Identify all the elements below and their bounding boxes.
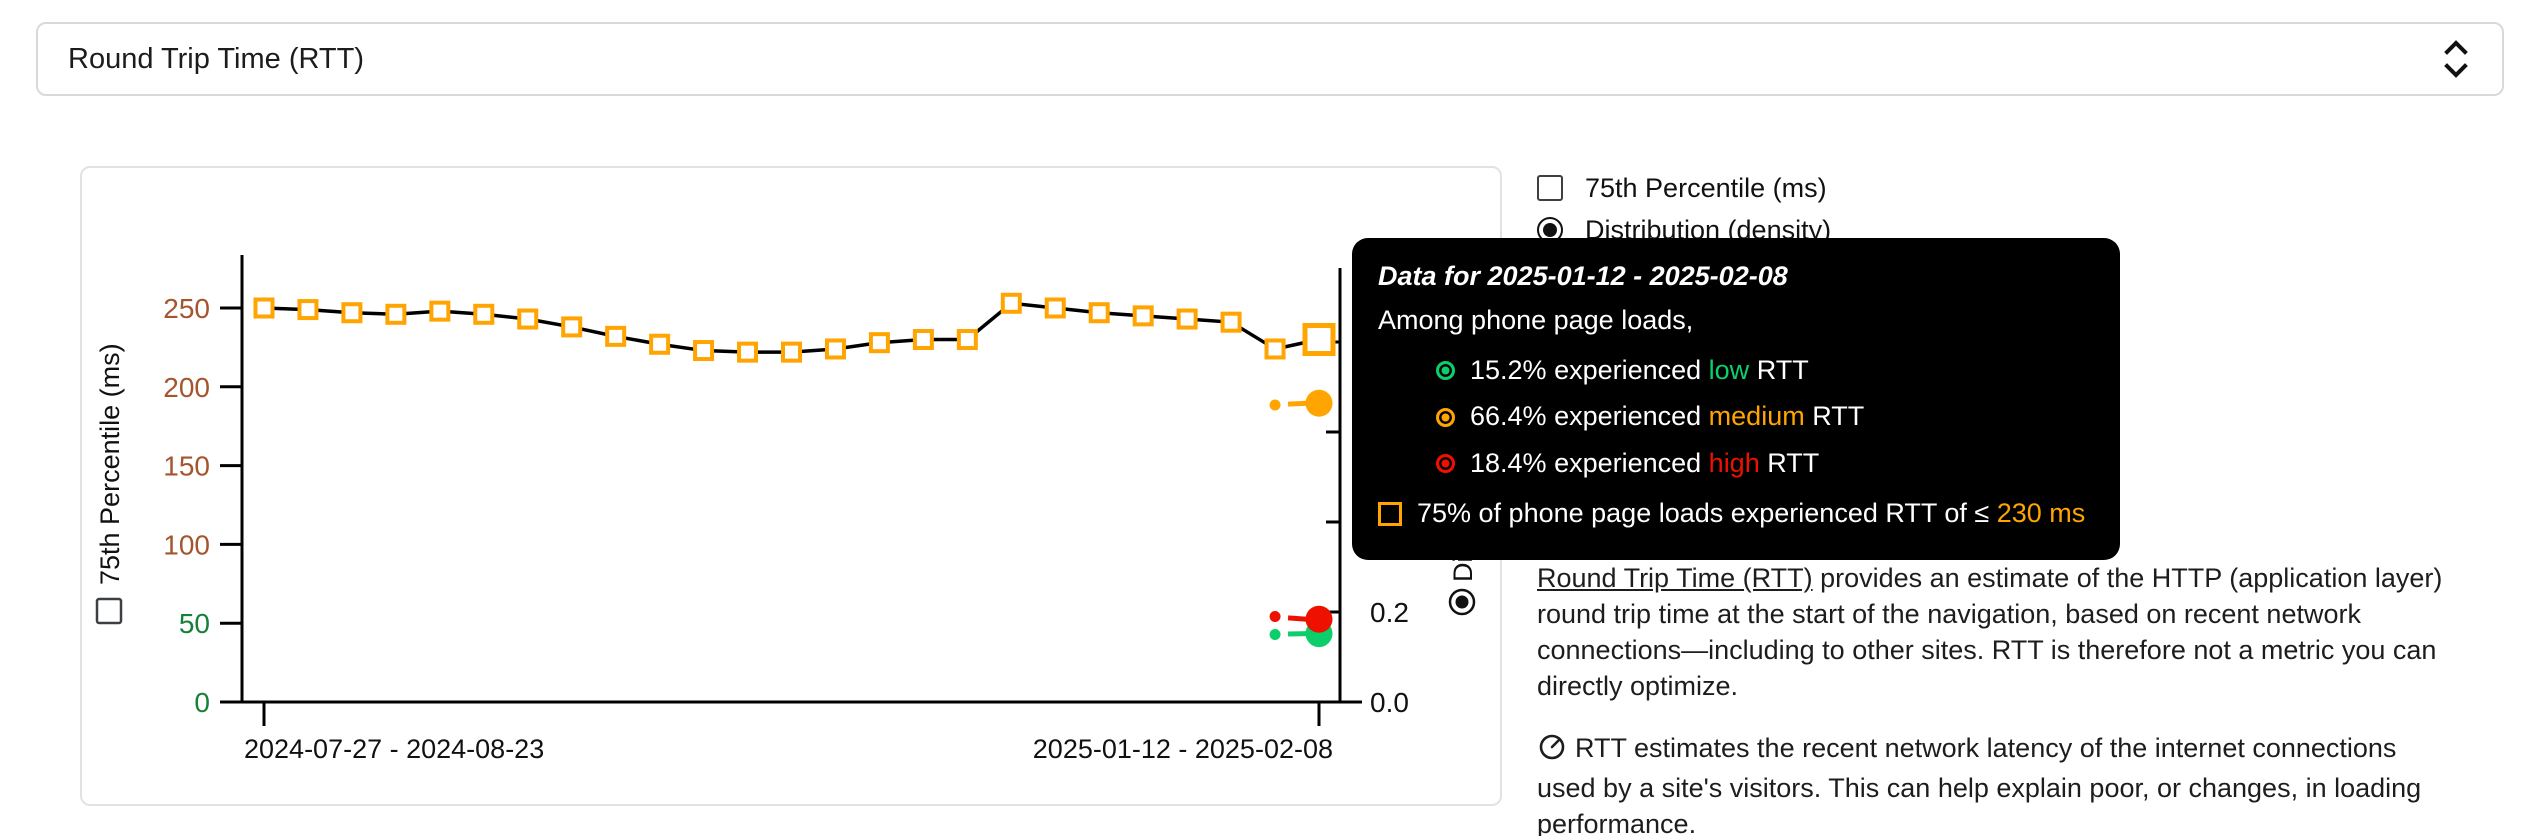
gauge-icon	[1537, 731, 1567, 770]
svg-text:50: 50	[179, 608, 210, 639]
rtt-chart-canvas[interactable]: 0 50 100 150 200 250 75th Percentile (ms) 2024-…	[82, 168, 1504, 808]
rtt-line-series	[253, 292, 1336, 363]
svg-text:200: 200	[163, 372, 210, 403]
svg-text:0.2: 0.2	[1370, 597, 1409, 628]
tooltip-threshold-text: 75% of phone page loads experienced RTT …	[1417, 497, 2086, 528]
svg-text:0.0: 0.0	[1370, 687, 1409, 718]
legend-percentile[interactable]: 75th Percentile (ms)	[1537, 170, 1831, 206]
tooltip-subtitle: Among phone page loads,	[1378, 304, 1694, 335]
tooltip-row-0: 15.2% experienced low RTT	[1436, 354, 2094, 388]
tooltip-row-1: 66.4% experienced medium RTT	[1436, 400, 2094, 434]
rtt-chart-card: 0 50 100 150 200 250 75th Percentile (ms) 2024-…	[80, 166, 1502, 806]
tooltip-title: Data for 2025-01-12 - 2025-02-08	[1378, 261, 1788, 291]
low-density-dot-icon	[1436, 360, 1455, 380]
high-density-dot-icon	[1436, 454, 1455, 474]
svg-text:150: 150	[163, 451, 210, 482]
distribution-markers	[1269, 389, 1333, 648]
svg-text:0: 0	[194, 687, 210, 718]
percentile-legend-label: 75th Percentile (ms)	[1585, 172, 1827, 203]
metric-description: Round Trip Time (RTT) provides an estima…	[1537, 560, 2457, 836]
tooltip-row-text: 15.2% experienced low RTT	[1470, 354, 1809, 385]
unfold-more-icon	[2440, 35, 2472, 83]
svg-text:250: 250	[163, 293, 210, 324]
metric-selector-value: Round Trip Time (RTT)	[68, 42, 364, 75]
metric-selector[interactable]: Round Trip Time (RTT)	[36, 22, 2504, 96]
description-paragraph-1: Round Trip Time (RTT) provides an estima…	[1537, 563, 2443, 701]
tooltip-row-text: 18.4% experienced high RTT	[1470, 448, 1820, 478]
chart-tooltip: Data for 2025-01-12 - 2025-02-08 Among p…	[1352, 238, 2120, 560]
left-axis: 0 50 100 150 200 250	[163, 255, 244, 718]
svg-text:2025-01-12 - 2025-02-08: 2025-01-12 - 2025-02-08	[1033, 734, 1333, 764]
tooltip-threshold-row: 75% of phone page loads experienced RTT …	[1378, 497, 2094, 531]
tooltip-row-2: 18.4% experienced high RTT	[1436, 447, 2094, 481]
x-axis: 2024-07-27 - 2024-08-23 2025-01-12 - 2025…	[239, 700, 1340, 764]
svg-text:2024-07-27 - 2024-08-23: 2024-07-27 - 2024-08-23	[244, 734, 544, 764]
left-axis-label: 75th Percentile (ms)	[95, 343, 125, 625]
description-paragraph-2: RTT estimates the recent network latency…	[1537, 731, 2422, 836]
svg-text:100: 100	[163, 529, 210, 560]
percentile-square-icon	[1378, 501, 1402, 526]
medium-density-dot-icon	[1436, 407, 1455, 427]
percentile-checkbox-icon[interactable]	[1537, 175, 1563, 201]
tooltip-row-text: 66.4% experienced medium RTT	[1470, 401, 1865, 432]
svg-text:75th Percentile (ms): 75th Percentile (ms)	[95, 343, 125, 585]
rtt-doc-link[interactable]: Round Trip Time (RTT)	[1537, 563, 1813, 593]
